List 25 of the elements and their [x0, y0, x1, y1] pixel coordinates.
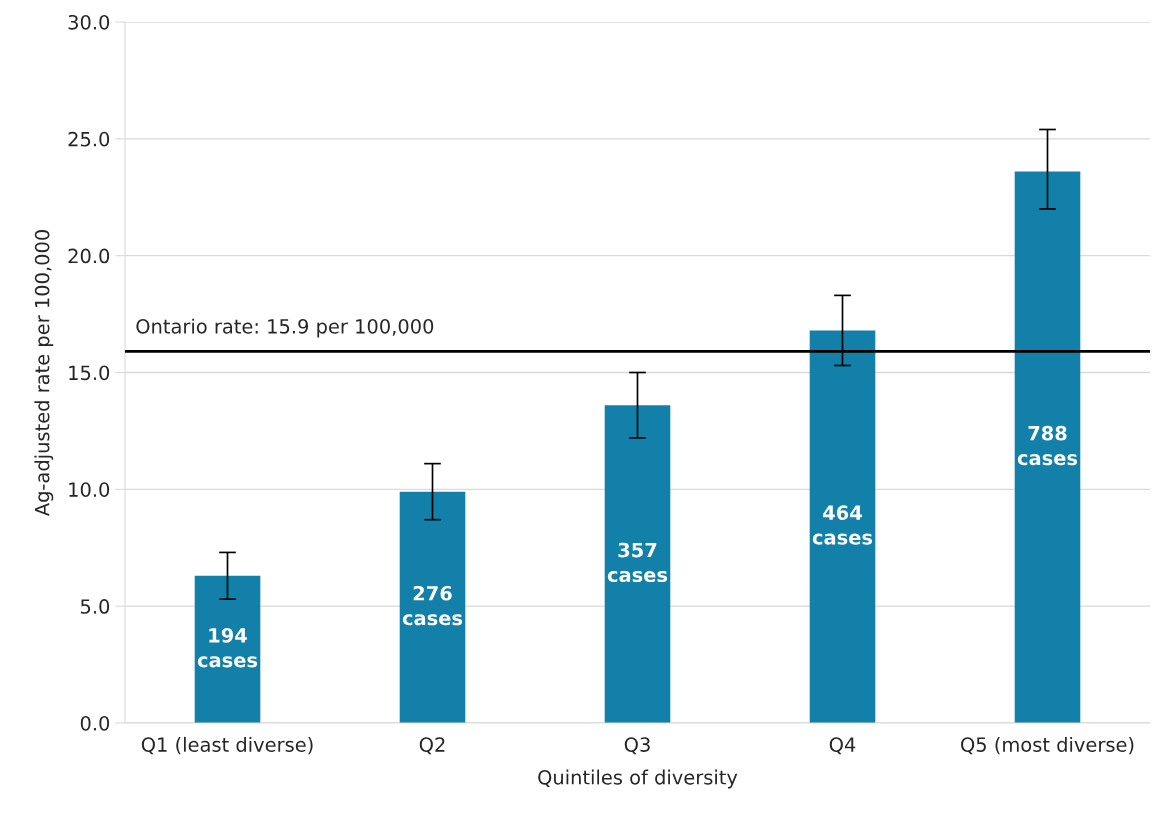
- x-tick-label: Q2: [419, 737, 445, 755]
- x-axis-title: Quintiles of diversity: [538, 769, 738, 789]
- annotation: 357 cases: [607, 542, 668, 583]
- bar: [1014, 171, 1081, 723]
- bar: [604, 405, 671, 723]
- y-axis-title: Ag-adjusted rate per 100,000: [34, 230, 54, 517]
- x-tick-label: Q4: [829, 737, 856, 755]
- annotation: 464 cases: [812, 505, 873, 545]
- y-tick-label: 10.0: [69, 482, 110, 497]
- x-tick-label: Q3: [624, 737, 650, 755]
- annotation: 276 cases: [402, 585, 463, 626]
- annotation: 788 cases: [1017, 425, 1078, 466]
- ref-line-label: Ontario rate: 15.9 per 100,000: [136, 318, 434, 338]
- y-tick-label: 20.0: [68, 248, 110, 264]
- y-tick-label: 15.0: [69, 365, 110, 381]
- y-tick-label: 25.0: [68, 131, 110, 147]
- y-tick-label: 5.0: [80, 599, 110, 614]
- y-tick-label: 0.0: [80, 715, 110, 731]
- y-tick-label: 30.0: [68, 14, 110, 30]
- bar: [809, 330, 876, 723]
- annotation: 194 cases: [197, 627, 258, 668]
- x-tick-label: Q5 (most diverse): [961, 736, 1134, 755]
- bar: [399, 491, 466, 723]
- x-tick-label: Q1 (least diverse): [141, 736, 313, 755]
- bar: [194, 575, 261, 723]
